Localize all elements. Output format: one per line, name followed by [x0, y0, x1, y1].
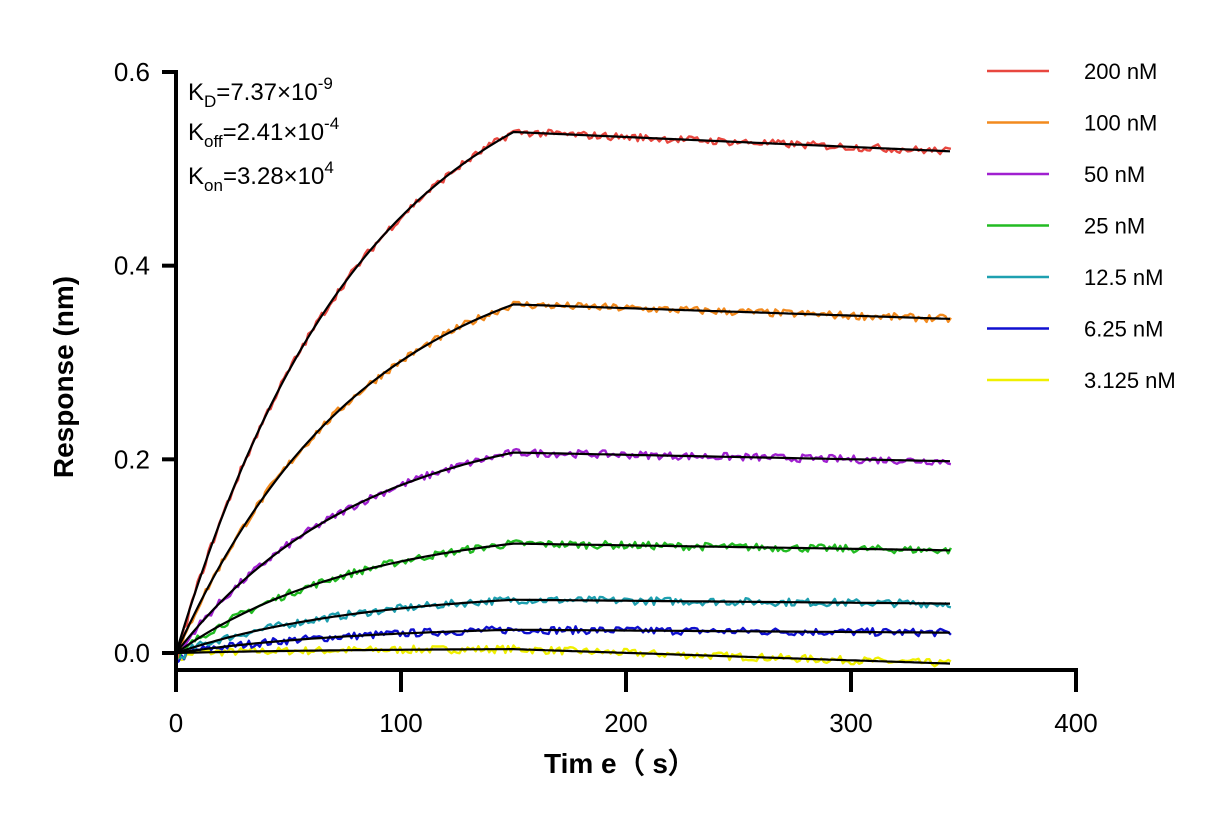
fit-curve-200-nM: [174, 130, 951, 654]
plot-lines: [174, 128, 952, 668]
fit-curve-50-nM: [175, 451, 951, 654]
annotation-kD: KD=7.37×10-9: [188, 74, 333, 111]
legend-label: 50 nM: [1084, 162, 1145, 187]
y-tick-label: 0.0: [114, 638, 150, 668]
y-tick-label: 0.4: [114, 251, 150, 281]
fit-curve-25-nM: [175, 542, 950, 654]
legend: 200 nM 100 nM 50 nM 25 nM 12.5 nM 6.25 nM 3.12…: [987, 59, 1176, 393]
y-axis-title: Response (nm): [48, 276, 79, 478]
annotation-koff: Koff=2.41×10-4: [188, 114, 339, 151]
y-tick-label: 0.2: [114, 444, 150, 474]
data-curve-6_25-nM: [175, 625, 952, 664]
legend-label: 6.25 nM: [1084, 317, 1164, 342]
fit-curve-100-nM: [174, 303, 951, 654]
x-tick-label: 400: [1054, 708, 1097, 738]
x-tick-label: 200: [604, 708, 647, 738]
legend-label: 200 nM: [1084, 59, 1157, 84]
fit-curve-12_5-nM: [175, 598, 950, 655]
legend-label: 25 nM: [1084, 214, 1145, 239]
data-curve-3_125-nM: [174, 644, 952, 668]
fit-curve-6_25-nM: [175, 628, 951, 655]
legend-label: 3.125 nM: [1084, 368, 1176, 393]
axes: 0.0 0.2 0.4 0.6 0 100 200 300 400: [114, 57, 1098, 738]
legend-label: 12.5 nM: [1084, 265, 1164, 290]
x-tick-label: 0: [169, 708, 183, 738]
legend-label: 100 nM: [1084, 111, 1157, 136]
x-tick-label: 300: [829, 708, 872, 738]
x-tick-label: 100: [379, 708, 422, 738]
x-axis-title: Tim e（ s）: [544, 747, 696, 779]
y-tick-label: 0.6: [114, 57, 150, 87]
data-curve-100-nM: [174, 300, 952, 664]
data-curve-200-nM: [174, 128, 952, 659]
annotation-kon: Kon=3.28×104: [188, 158, 334, 195]
fit-curve-3_125-nM: [175, 647, 951, 665]
